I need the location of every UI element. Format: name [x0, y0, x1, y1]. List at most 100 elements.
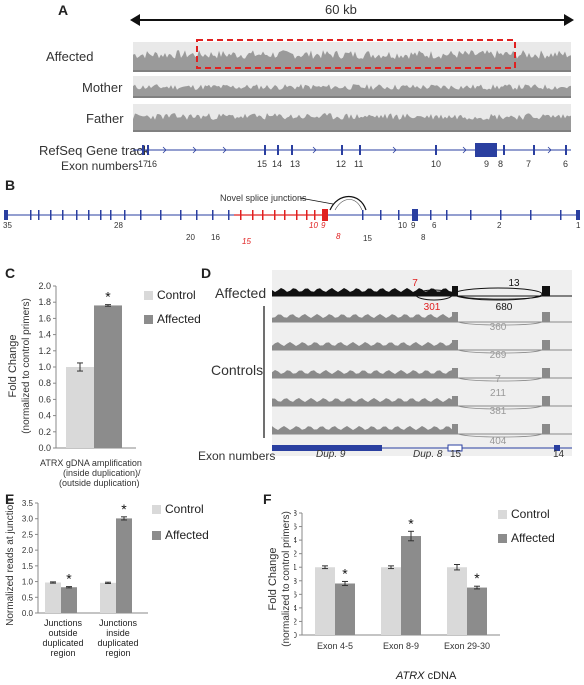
sashimi-coverage-left	[272, 314, 452, 322]
legend-e-affected-label: Affected	[165, 528, 209, 542]
chart-c-xlabel-line3: (outside duplication)	[59, 478, 140, 488]
chart-e-ylabel-text: Normalized reads at junctions	[5, 500, 16, 626]
chart-e-cat2-line3: duplicated	[97, 638, 139, 648]
chart-e-ytick-label: 3.5	[22, 499, 34, 508]
track-label-father: Father	[86, 111, 124, 126]
sashimi-exon-block	[542, 340, 550, 350]
chart-f-ytick-label: 1.8	[294, 509, 298, 518]
chart-e-cat1-line2: outside	[48, 628, 78, 638]
chart-c-ytick-label: 0.0	[38, 443, 51, 453]
coverage-profile-father	[133, 113, 571, 132]
exon-number-a-7: 7	[526, 159, 532, 169]
chart-e-bar	[45, 582, 61, 613]
exon-number-a-17: 17	[138, 159, 149, 169]
legend-c-control-swatch	[144, 290, 153, 300]
track-label-affected: Affected	[46, 49, 94, 64]
coverage-track-mother	[133, 76, 571, 98]
panel-d-letter: D	[201, 265, 212, 281]
chart-f-xlabel-rest: cDNA	[424, 670, 457, 682]
exon-b-dup-15: 15	[242, 237, 251, 246]
novel-splice-junctions-label: Novel splice junctions	[220, 193, 307, 203]
chart-f-ytick-label: 1.6	[294, 523, 298, 532]
legend-c: Control Affected	[144, 286, 201, 328]
sashimi-exon-block	[452, 368, 458, 378]
sashimi-exon-block	[542, 396, 550, 406]
legend-c-affected-label: Affected	[157, 312, 201, 326]
exon-number-a-15: 15	[257, 159, 268, 169]
transcript-diagram	[4, 195, 580, 221]
sashimi-affected-arc-large	[453, 287, 543, 301]
exon-d-15: 15	[450, 449, 462, 460]
exon-number-a-11: 11	[354, 159, 364, 169]
chart-f-category-label: Exon 4-5	[317, 641, 353, 651]
chart-e-ytick-label: 2.5	[22, 530, 34, 539]
panel-c-letter: C	[5, 265, 16, 281]
legend-f-control-swatch	[498, 509, 507, 519]
exon-number-a-6: 6	[563, 159, 569, 169]
exon-number-a-14: 14	[272, 159, 283, 169]
refseq-gene-track	[133, 143, 571, 157]
sashimi-count-affected-2: 13	[508, 278, 520, 289]
chart-c-ytick-label: 1.6	[38, 313, 51, 323]
chart-c-ylabel-line1: Fold Change	[7, 335, 19, 398]
sashimi-exon-block	[452, 340, 458, 350]
sashimi-plot: 7 13 301 680 360 269 7 211 381 404	[272, 270, 572, 456]
chart-f-ytick-label: 0	[294, 631, 298, 640]
chart-e-ytick-label: 0.0	[22, 609, 34, 617]
exon-b-6: 6	[432, 221, 437, 230]
chart-e-cat1-line3: duplicated	[42, 638, 84, 648]
sashimi-exon-block	[542, 424, 550, 434]
legend-f: Control Affected	[498, 505, 555, 547]
chart-f-ytick-label: 0.4	[294, 604, 298, 613]
controls-bracket	[263, 306, 265, 438]
sashimi-exon-block	[452, 286, 458, 296]
chart-e-bar	[116, 518, 132, 613]
sashimi-coverage-left	[272, 398, 452, 406]
chart-f-ytick-label: 1.4	[294, 536, 298, 545]
chart-c-ytick-label: 1.0	[38, 362, 51, 372]
sashimi-coverage-left	[272, 426, 452, 434]
sashimi-junction-arc	[457, 433, 543, 438]
sashimi-count-control-5: 381	[490, 406, 507, 417]
chart-e-ytick-label: 1.0	[22, 578, 34, 587]
sashimi-junction-arc	[457, 405, 543, 410]
chart-c-xlabel-line2: (inside duplication)/	[63, 468, 141, 478]
chart-c-ytick-label: 1.4	[38, 330, 51, 340]
chart-c-xlabel-line1: ATRX gDNA amplification	[40, 458, 142, 468]
sashimi-count-affected-4: 680	[496, 302, 513, 313]
chart-c-ytick-label: 1.2	[38, 346, 51, 356]
exon-numbers-label-a: Exon numbers	[61, 159, 139, 173]
coverage-profile-affected	[133, 50, 571, 72]
panel-f-letter: F	[263, 491, 272, 507]
chart-f-xlabel: ATRX cDNA	[396, 670, 456, 682]
chart-e-significance: *	[121, 501, 127, 517]
chart-f: 0 0.2 0.4 0.6 0.8 1 1.2 1.4 1.6 1.8 * Exon 4-5 * Exon…	[294, 509, 500, 651]
chart-f-bar	[447, 567, 467, 635]
chart-c-ytick-label: 2.0	[38, 281, 51, 291]
legend-f-affected-swatch	[498, 533, 507, 543]
sashimi-affected-label: Affected	[215, 285, 267, 301]
chart-e-bar	[100, 582, 116, 613]
sashimi-count-control-4: 211	[490, 388, 506, 399]
sashimi-exon-block	[542, 286, 550, 296]
chart-f-significance: *	[342, 565, 348, 581]
chart-f-ytick-label: 1.2	[294, 550, 298, 559]
chart-f-category-label: Exon 8-9	[383, 641, 419, 651]
legend-f-control-label: Control	[511, 507, 550, 521]
sashimi-affected-arc-small	[415, 289, 453, 301]
exon-d-dup9: Dup. 9	[316, 449, 346, 460]
panel-e-letter: E	[5, 491, 15, 507]
coverage-track-father	[133, 104, 571, 132]
exon-d-dup8: Dup. 8	[413, 449, 443, 460]
sashimi-count-control-2: 269	[490, 350, 507, 361]
sashimi-junction-arc	[457, 349, 543, 354]
exon-number-a-12: 12	[336, 159, 347, 169]
exon-b-dup-9: 9	[321, 221, 326, 230]
exon-b-2: 2	[497, 221, 502, 230]
chart-e-ylabel: Normalized reads at junctions	[5, 500, 16, 626]
sashimi-count-affected-3: 301	[424, 302, 441, 313]
chart-c: 0.0 0.2 0.4 0.6 0.8 1.0 1.2 1.4 1.6 1.8 2.0 *	[38, 281, 136, 453]
chart-f-significance: *	[474, 570, 480, 586]
exon-number-a-16: 16	[147, 159, 158, 169]
chart-e-ytick-label: 2.0	[22, 546, 34, 555]
